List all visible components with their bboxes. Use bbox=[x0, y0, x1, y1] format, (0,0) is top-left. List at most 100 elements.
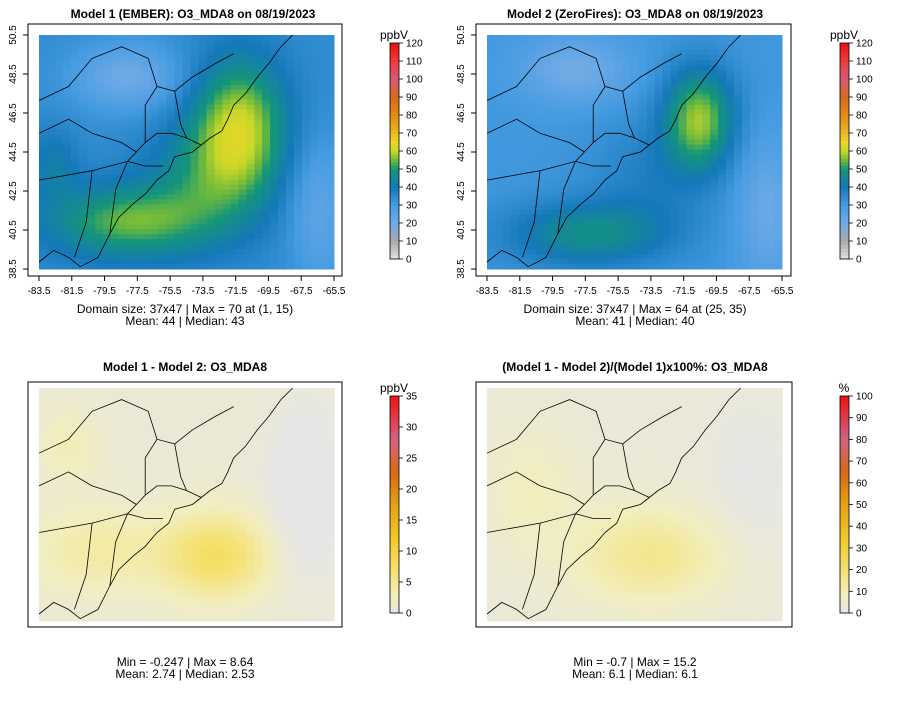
heatmap-cell bbox=[86, 64, 96, 71]
heatmap-cell bbox=[150, 244, 159, 250]
heatmap-cell bbox=[598, 179, 607, 185]
heatmap-cell bbox=[574, 104, 584, 111]
heatmap-cell bbox=[294, 104, 303, 111]
heatmap-cell bbox=[70, 427, 80, 434]
heatmap-cell bbox=[206, 462, 215, 468]
heatmap-cell bbox=[534, 84, 544, 91]
heatmap-cell bbox=[774, 264, 783, 270]
heatmap-cell bbox=[190, 412, 199, 419]
colorbar-segment bbox=[840, 50, 849, 55]
heatmap-cell bbox=[534, 79, 544, 86]
heatmap-cell bbox=[654, 139, 663, 145]
heatmap-cell bbox=[262, 199, 271, 205]
heatmap-cell bbox=[534, 229, 544, 235]
heatmap-cell bbox=[502, 184, 512, 190]
heatmap-cell bbox=[198, 412, 207, 419]
heatmap-cell bbox=[598, 249, 607, 255]
heatmap-cell bbox=[150, 129, 159, 135]
heatmap-cell bbox=[487, 39, 496, 46]
heatmap-cell bbox=[198, 214, 207, 220]
heatmap-cell bbox=[102, 477, 112, 483]
heatmap-cell bbox=[166, 229, 175, 235]
heatmap-cell bbox=[102, 194, 112, 200]
heatmap-cell bbox=[622, 49, 631, 56]
heatmap-cell bbox=[326, 79, 335, 86]
colorbar-segment bbox=[840, 172, 849, 177]
heatmap-cell bbox=[734, 259, 743, 265]
heatmap-cell bbox=[566, 199, 576, 205]
heatmap-cell bbox=[86, 417, 96, 424]
heatmap-cell bbox=[734, 124, 743, 130]
heatmap-cell bbox=[262, 159, 271, 165]
heatmap-cell bbox=[262, 94, 271, 101]
heatmap-cell bbox=[622, 119, 631, 126]
heatmap-cell bbox=[718, 84, 727, 91]
heatmap-cell bbox=[294, 388, 303, 394]
heatmap-cell bbox=[110, 437, 120, 443]
heatmap-cell bbox=[270, 254, 279, 260]
heatmap-cell bbox=[190, 109, 199, 116]
heatmap-cell bbox=[214, 497, 223, 503]
heatmap-cell bbox=[254, 144, 263, 150]
heatmap-cell bbox=[262, 447, 271, 453]
heatmap-cell bbox=[694, 139, 703, 145]
heatmap-cell bbox=[166, 124, 175, 130]
heatmap-cell bbox=[142, 388, 152, 394]
heatmap-cell bbox=[78, 59, 88, 66]
x-axis: -83.5 -81.5 -79.5 -77.5 -75.5 -73.5 -71.5 -69.5… bbox=[476, 276, 794, 297]
heatmap-cell bbox=[638, 219, 647, 225]
heatmap-cell bbox=[502, 109, 512, 116]
heatmap-cell bbox=[110, 189, 120, 195]
heatmap-cell bbox=[702, 159, 711, 165]
heatmap-cell bbox=[678, 89, 687, 96]
heatmap-cell bbox=[270, 442, 279, 448]
heatmap-cell bbox=[182, 54, 191, 61]
heatmap-cell bbox=[54, 59, 64, 66]
heatmap-cell bbox=[102, 184, 112, 190]
heatmap-cell bbox=[542, 79, 552, 86]
heatmap-cell bbox=[614, 174, 623, 180]
heatmap-cell bbox=[46, 487, 56, 493]
heatmap-cell bbox=[262, 477, 271, 483]
heatmap-cell bbox=[70, 49, 80, 56]
heatmap-cell bbox=[246, 119, 255, 126]
colorbar-segment bbox=[840, 64, 849, 69]
heatmap-cell bbox=[574, 189, 584, 195]
colorbar-segment bbox=[390, 57, 399, 62]
heatmap-cell bbox=[262, 144, 271, 150]
heatmap-cell bbox=[566, 89, 576, 96]
heatmap-cell bbox=[238, 407, 247, 414]
heatmap-cell bbox=[526, 154, 536, 160]
heatmap-cell bbox=[510, 69, 520, 76]
heatmap-cell bbox=[302, 427, 311, 434]
heatmap-cell bbox=[582, 134, 592, 140]
heatmap-cell bbox=[566, 69, 576, 76]
heatmap-cell bbox=[102, 114, 112, 121]
heatmap-cell bbox=[78, 39, 88, 46]
heatmap-cell bbox=[254, 104, 263, 111]
heatmap-cell bbox=[630, 149, 639, 155]
heatmap-cell bbox=[126, 229, 136, 235]
heatmap-cell bbox=[606, 94, 615, 101]
heatmap-cell bbox=[126, 114, 136, 121]
heatmap-cell bbox=[39, 209, 48, 215]
heatmap-cell bbox=[158, 432, 167, 438]
heatmap-cell bbox=[254, 154, 263, 160]
x-tick-label: -83.5 bbox=[28, 286, 51, 297]
heatmap-cell bbox=[270, 194, 279, 200]
heatmap-cell bbox=[590, 139, 600, 145]
heatmap-cell bbox=[158, 144, 167, 150]
heatmap-cell bbox=[326, 99, 335, 106]
heatmap-cell bbox=[86, 194, 96, 200]
heatmap-cell bbox=[46, 204, 56, 210]
heatmap-cell bbox=[654, 114, 663, 121]
heatmap-cell bbox=[566, 74, 576, 81]
heatmap-cell bbox=[286, 492, 295, 498]
heatmap-cell bbox=[694, 134, 703, 140]
heatmap-cell bbox=[574, 214, 584, 220]
heatmap-cell bbox=[622, 44, 631, 51]
heatmap-cell bbox=[78, 109, 88, 116]
heatmap-cell bbox=[622, 259, 631, 265]
heatmap-cell bbox=[94, 224, 104, 230]
heatmap-cell bbox=[39, 184, 48, 190]
